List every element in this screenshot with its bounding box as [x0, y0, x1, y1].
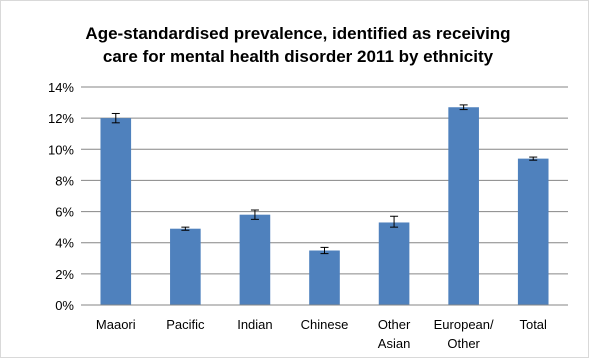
x-category-label-line: Maaori: [96, 317, 136, 332]
x-category-label: Pacific: [166, 317, 205, 332]
x-category-label-line: Other: [378, 317, 411, 332]
x-category-label: Indian: [237, 317, 272, 332]
x-category-label: Other Asian: [378, 317, 411, 351]
x-category-label-line: Other: [447, 336, 480, 351]
y-tick-label: 14%: [48, 80, 74, 95]
bar: [448, 107, 479, 305]
bar: [239, 214, 271, 305]
chart-title-line-2: care for mental health disorder 2011 by …: [103, 47, 494, 66]
x-category-label-line: Asian: [378, 336, 411, 351]
x-category-label-line: Chinese: [301, 317, 349, 332]
y-tick-label: 10%: [48, 142, 74, 157]
bar: [517, 158, 549, 305]
y-tick-label: 8%: [55, 173, 74, 188]
x-axis-category-labels: Maaori Pacific Indian Chinese Other Asian Euro…: [96, 317, 547, 351]
x-category-label: Total: [519, 317, 547, 332]
x-category-label-line: European/: [434, 317, 494, 332]
y-axis-tick-labels: 0% 2% 4% 6% 8% 10% 12% 14%: [48, 80, 74, 313]
bar: [170, 228, 201, 305]
chart-title: Age-standardised prevalence, identified …: [85, 24, 510, 66]
y-tick-label: 0%: [55, 298, 74, 313]
bar: [309, 250, 340, 305]
error-bars: [111, 104, 538, 255]
x-category-label-line: Pacific: [166, 317, 205, 332]
x-category-label-line: Indian: [237, 317, 272, 332]
y-tick-label: 6%: [55, 205, 74, 220]
x-category-label: Maaori: [96, 317, 136, 332]
x-category-label-line: Total: [519, 317, 547, 332]
y-tick-label: 4%: [55, 236, 74, 251]
bars: [100, 107, 549, 306]
y-tick-label: 2%: [55, 267, 74, 282]
bar: [100, 118, 132, 306]
bar: [378, 222, 410, 305]
gridlines: [81, 86, 568, 275]
y-tick-label: 12%: [48, 111, 74, 126]
x-category-label: European/Other: [434, 317, 494, 351]
x-category-label: Chinese: [301, 317, 349, 332]
chart-title-line-1: Age-standardised prevalence, identified …: [85, 24, 510, 43]
